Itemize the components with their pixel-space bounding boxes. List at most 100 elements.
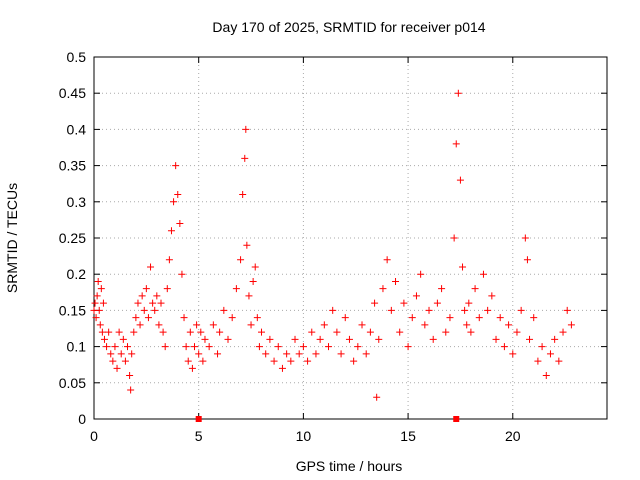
data-point xyxy=(91,299,99,307)
data-point xyxy=(421,321,429,329)
data-point xyxy=(358,321,366,329)
x-tick-label: 5 xyxy=(195,428,203,444)
data-point xyxy=(375,335,383,343)
data-point xyxy=(237,256,245,264)
data-point xyxy=(159,328,167,336)
data-point xyxy=(132,314,140,322)
data-point xyxy=(379,285,387,293)
data-point xyxy=(308,328,316,336)
data-point xyxy=(172,162,180,170)
data-point xyxy=(534,357,542,365)
y-tick-label: 0.2 xyxy=(67,266,87,282)
data-point xyxy=(127,386,135,394)
data-point xyxy=(191,343,199,351)
data-point xyxy=(459,263,467,271)
y-tick-label: 0.25 xyxy=(59,230,86,246)
data-point xyxy=(107,350,115,358)
data-point xyxy=(255,343,263,351)
x-tick-label: 10 xyxy=(296,428,312,444)
data-point xyxy=(266,335,274,343)
data-point xyxy=(241,154,249,162)
y-tick-label: 0.1 xyxy=(67,339,87,355)
data-point xyxy=(530,314,538,322)
data-point xyxy=(270,357,278,365)
data-point xyxy=(153,292,161,300)
x-axis-label: GPS time / hours xyxy=(296,458,403,474)
data-point xyxy=(201,335,209,343)
data-point xyxy=(195,350,203,358)
data-point xyxy=(205,343,213,351)
data-point xyxy=(345,335,353,343)
data-point xyxy=(147,263,155,271)
data-point xyxy=(362,350,370,358)
data-point xyxy=(295,350,303,358)
data-point xyxy=(546,350,554,358)
data-point xyxy=(214,350,222,358)
data-point xyxy=(417,270,425,278)
data-point xyxy=(176,220,184,228)
data-point xyxy=(199,357,207,365)
data-point xyxy=(438,285,446,293)
data-point xyxy=(312,350,320,358)
data-point xyxy=(243,241,251,249)
data-point xyxy=(247,321,255,329)
data-point xyxy=(144,314,152,322)
data-point xyxy=(446,314,454,322)
data-point xyxy=(408,314,416,322)
data-point xyxy=(193,321,201,329)
data-point xyxy=(412,292,420,300)
data-point xyxy=(333,328,341,336)
chart-title: Day 170 of 2025, SRMTID for receiver p01… xyxy=(212,19,485,35)
data-point xyxy=(456,176,464,184)
data-point xyxy=(97,285,105,293)
data-point xyxy=(128,350,136,358)
data-point xyxy=(484,306,492,314)
data-point xyxy=(452,140,460,148)
data-point xyxy=(224,335,232,343)
data-point xyxy=(242,125,250,133)
data-point xyxy=(488,292,496,300)
y-tick-label: 0.05 xyxy=(59,375,86,391)
data-point xyxy=(492,335,500,343)
data-point xyxy=(245,292,253,300)
data-point xyxy=(517,306,525,314)
data-point xyxy=(450,234,458,242)
data-point xyxy=(496,314,504,322)
data-point xyxy=(253,314,261,322)
data-point xyxy=(115,328,123,336)
data-point xyxy=(228,314,236,322)
data-point xyxy=(354,343,362,351)
data-point xyxy=(429,335,437,343)
zero-marker xyxy=(453,416,460,422)
data-point xyxy=(249,277,257,285)
x-tick-label: 0 xyxy=(90,428,98,444)
data-point xyxy=(341,314,349,322)
data-point xyxy=(94,277,102,285)
data-point xyxy=(182,343,190,351)
y-tick-label: 0.45 xyxy=(59,85,86,101)
data-point xyxy=(526,335,534,343)
data-point xyxy=(396,328,404,336)
data-point xyxy=(126,372,134,380)
data-point xyxy=(186,328,194,336)
data-point xyxy=(220,306,228,314)
data-point xyxy=(99,299,107,307)
data-point xyxy=(366,328,374,336)
zero-marker xyxy=(195,416,202,422)
data-point xyxy=(197,328,205,336)
data-point xyxy=(142,285,150,293)
data-point xyxy=(170,198,178,206)
data-point xyxy=(463,321,471,329)
y-tick-label: 0.5 xyxy=(67,49,87,65)
data-point xyxy=(551,335,559,343)
data-point xyxy=(180,314,188,322)
data-point xyxy=(109,357,117,365)
data-point xyxy=(454,89,462,97)
data-point xyxy=(209,321,217,329)
data-point xyxy=(184,357,192,365)
data-point xyxy=(467,328,475,336)
data-point xyxy=(283,350,291,358)
data-point xyxy=(113,364,121,372)
data-point xyxy=(291,335,299,343)
